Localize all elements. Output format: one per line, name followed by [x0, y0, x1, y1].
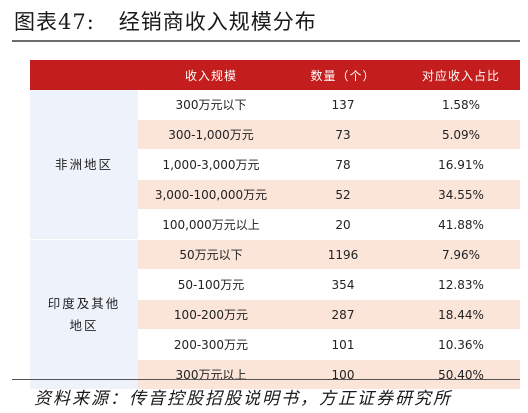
table-row: 3,000-100,000万元 52 34.55%: [30, 179, 520, 210]
header-count: 数量（个）: [284, 60, 402, 90]
cell-range: 100-200万元: [138, 299, 284, 330]
region-india-other: 印度及其他 地区: [30, 239, 138, 390]
cell-count: 101: [284, 329, 402, 360]
cell-count: 1196: [284, 239, 402, 270]
table-row: 100,000万元以上 20 41.88%: [30, 209, 520, 240]
cell-count: 137: [284, 90, 402, 120]
cell-share: 50.40%: [402, 359, 520, 390]
table-row: 印度及其他 地区 50万元以下 1196 7.96%: [30, 239, 520, 390]
header-region-spacer: [30, 60, 138, 90]
cell-count: 20: [284, 209, 402, 240]
distribution-table: 收入规模 数量（个） 对应收入占比 非洲地区 300万元以下 137 1.58%…: [30, 60, 520, 390]
region-africa: 非洲地区: [30, 90, 138, 240]
figure-title: 图表47: 经销商收入规模分布: [14, 6, 317, 36]
cell-range: 3,000-100,000万元: [138, 179, 284, 210]
figure-title-text: 经销商收入规模分布: [118, 10, 317, 34]
cell-count: 52: [284, 179, 402, 210]
cell-range: 300万元以下: [138, 90, 284, 120]
source-note: 资料来源：传音控股招股说明书，方正证券研究所: [34, 389, 452, 409]
cell-range: 300-1,000万元: [138, 119, 284, 150]
table-row: 300万元以上 100 50.40%: [30, 359, 520, 390]
table-row: 非洲地区 300万元以下 137 1.58%: [30, 90, 520, 240]
table-header-row: 收入规模 数量（个） 对应收入占比: [30, 60, 520, 90]
header-revenue-share: 对应收入占比: [402, 60, 520, 90]
cell-count: 100: [284, 359, 402, 390]
cell-share: 1.58%: [402, 90, 520, 120]
cell-count: 287: [284, 299, 402, 330]
header-revenue-scale: 收入规模: [138, 60, 284, 90]
cell-count: 73: [284, 119, 402, 150]
cell-range: 1,000-3,000万元: [138, 149, 284, 180]
cell-range: 300万元以上: [138, 359, 284, 390]
cell-range: 100,000万元以上: [138, 209, 284, 240]
cell-range: 200-300万元: [138, 329, 284, 360]
cell-share: 10.36%: [402, 329, 520, 360]
table-row: 100-200万元 287 18.44%: [30, 299, 520, 330]
cell-range: 50-100万元: [138, 269, 284, 300]
figure-number: 图表47:: [14, 10, 95, 34]
cell-share: 12.83%: [402, 269, 520, 300]
table-row: 50-100万元 354 12.83%: [30, 269, 520, 300]
top-divider: [12, 40, 520, 42]
cell-count: 354: [284, 269, 402, 300]
table-row: 300-1,000万元 73 5.09%: [30, 119, 520, 150]
cell-share: 18.44%: [402, 299, 520, 330]
region-label-line2: 地区: [69, 317, 99, 333]
region-label-line1: 印度及其他: [47, 295, 121, 311]
cell-share: 16.91%: [402, 149, 520, 180]
table-row: 200-300万元 101 10.36%: [30, 329, 520, 360]
cell-range: 50万元以下: [138, 239, 284, 270]
cell-share: 34.55%: [402, 179, 520, 210]
bottom-divider: [12, 379, 520, 380]
cell-share: 5.09%: [402, 119, 520, 150]
cell-count: 78: [284, 149, 402, 180]
cell-share: 41.88%: [402, 209, 520, 240]
cell-share: 7.96%: [402, 239, 520, 270]
table-row: 1,000-3,000万元 78 16.91%: [30, 149, 520, 180]
